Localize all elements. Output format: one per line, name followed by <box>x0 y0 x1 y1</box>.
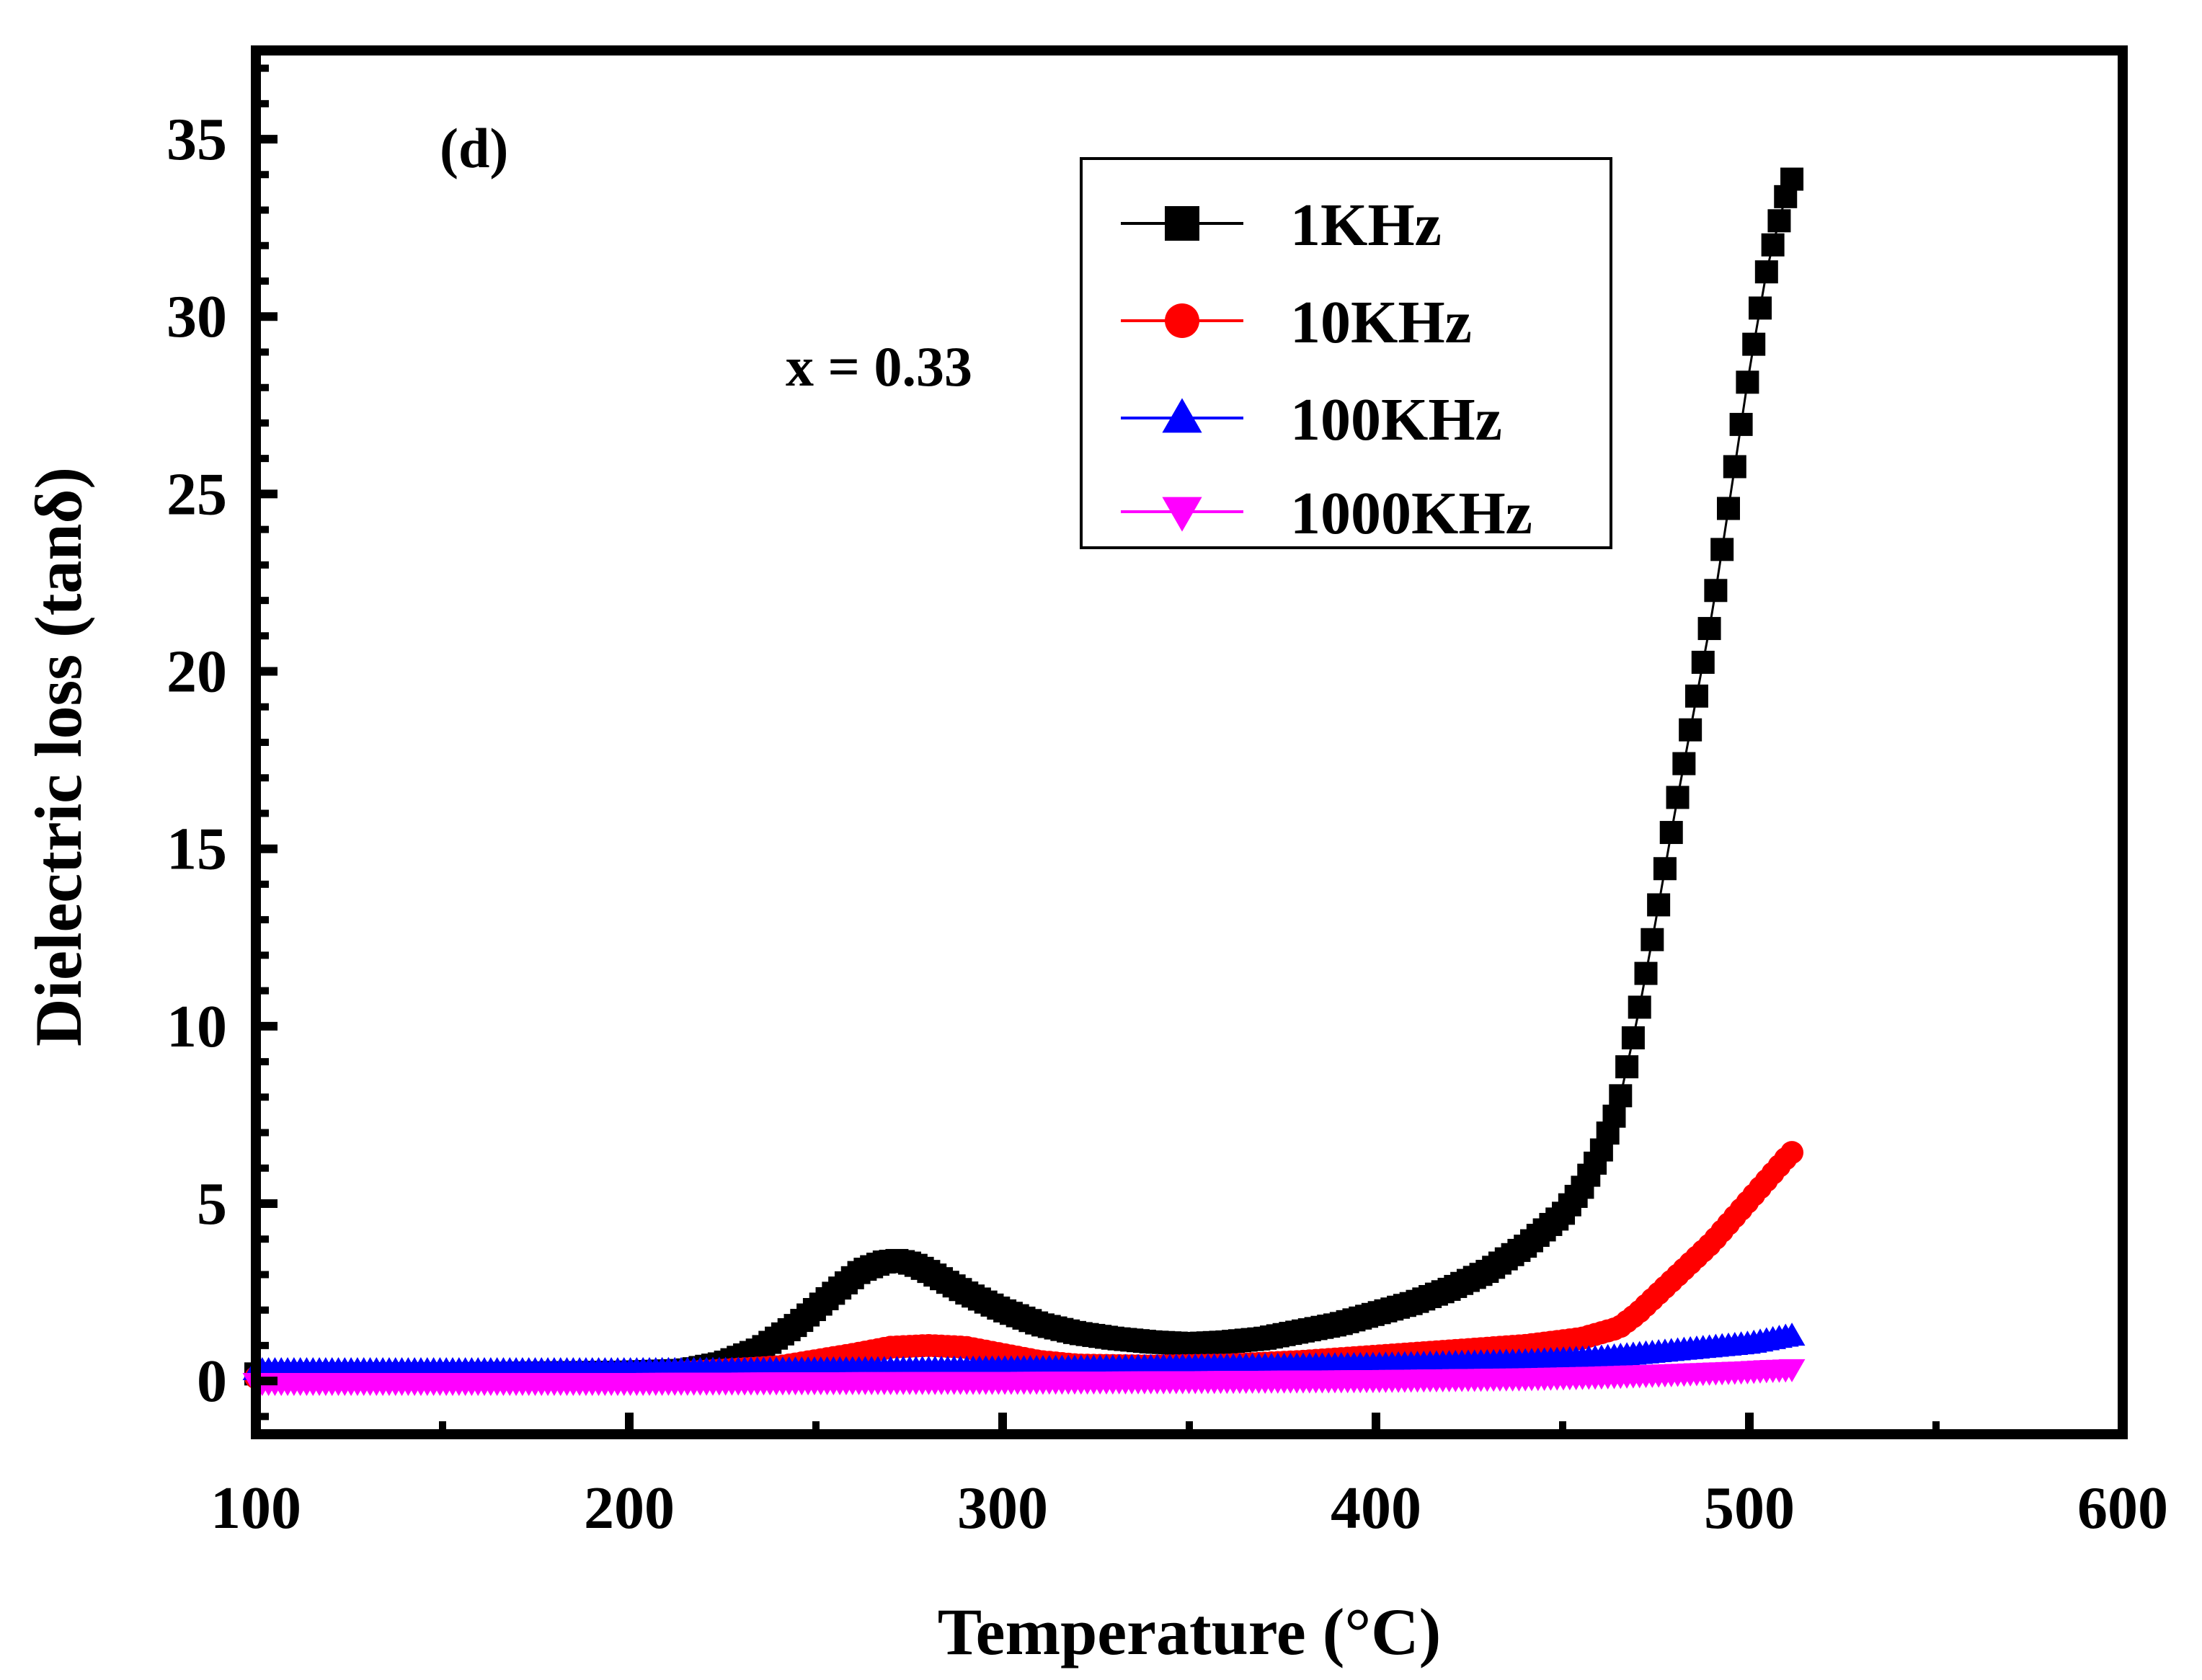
data-point-1khz <box>1749 296 1772 320</box>
series-layer <box>242 167 1806 1397</box>
legend-label-1khz: 1KHz <box>1290 192 1442 259</box>
legend-label-1000khz: 1000KHz <box>1290 480 1532 547</box>
composition-annotation: x = 0.33 <box>786 335 972 398</box>
legend: 1KHz 10KHz 100KHz 1000KHz <box>1080 157 1612 549</box>
data-point-1khz <box>1653 857 1677 881</box>
ticks-layer: 100 200 300 400 500 600 0 5 10 15 20 25 30 35 <box>167 64 2168 1542</box>
data-point-1khz <box>1761 233 1785 257</box>
data-point-1khz <box>1754 260 1778 284</box>
data-point-1khz <box>1634 961 1658 985</box>
data-point-1khz <box>1684 684 1708 708</box>
data-point-1khz <box>1742 332 1766 356</box>
data-point-1khz <box>1609 1084 1633 1108</box>
y-tick-label: 0 <box>197 1348 227 1415</box>
data-point-1khz <box>1691 650 1715 674</box>
data-point-1000khz <box>1778 1359 1806 1382</box>
x-tick-label: 300 <box>957 1475 1048 1542</box>
data-point-1khz <box>1615 1055 1639 1079</box>
series-1000khz <box>242 1359 1806 1397</box>
y-tick-label: 10 <box>167 993 227 1060</box>
legend-label-100khz: 100KHz <box>1290 386 1502 453</box>
data-point-1khz <box>1723 455 1746 479</box>
data-point-100khz <box>1778 1323 1806 1346</box>
data-point-1khz <box>1780 167 1804 191</box>
x-tick-label: 600 <box>2077 1475 2168 1542</box>
data-point-1khz <box>1659 821 1683 845</box>
data-point-1khz <box>1704 579 1728 603</box>
data-point-1khz <box>1602 1104 1626 1128</box>
data-point-1khz <box>1672 752 1696 775</box>
y-tick-label: 5 <box>197 1170 227 1237</box>
y-tick-label: 25 <box>167 461 227 528</box>
x-tick-label: 200 <box>584 1475 675 1542</box>
data-point-1khz <box>1716 497 1740 520</box>
data-point-1khz <box>1736 370 1759 394</box>
data-point-1khz <box>1666 786 1690 809</box>
y-tick-label: 35 <box>167 106 227 173</box>
legend-label-10khz: 10KHz <box>1290 289 1472 356</box>
data-point-1khz <box>1628 995 1651 1019</box>
y-tick-label: 20 <box>167 639 227 706</box>
data-point-1khz <box>1647 893 1671 917</box>
legend-marker-1000khz <box>1162 497 1202 532</box>
x-axis-title: Temperature (°C) <box>938 1595 1442 1668</box>
data-point-1khz <box>1621 1026 1645 1049</box>
x-tick-label: 400 <box>1331 1475 1421 1542</box>
data-point-1khz <box>1697 617 1721 641</box>
data-point-1khz <box>1767 209 1791 233</box>
legend-marker-10khz <box>1165 303 1199 338</box>
data-point-1khz <box>1641 928 1664 951</box>
x-tick-label: 100 <box>210 1475 301 1542</box>
data-point-1khz <box>1729 412 1753 436</box>
data-point-1khz <box>1679 718 1702 742</box>
y-tick-label: 15 <box>167 816 227 883</box>
y-axis-title: Dielectric loss (tanδ) <box>22 467 95 1046</box>
data-point-10khz <box>1780 1141 1804 1165</box>
legend-marker-100khz <box>1162 398 1202 433</box>
y-tick-label: 30 <box>167 283 227 350</box>
legend-marker-1khz <box>1165 206 1199 241</box>
x-tick-label: 500 <box>1704 1475 1795 1542</box>
panel-label: (d) <box>440 117 508 179</box>
data-point-1khz <box>1710 538 1734 561</box>
